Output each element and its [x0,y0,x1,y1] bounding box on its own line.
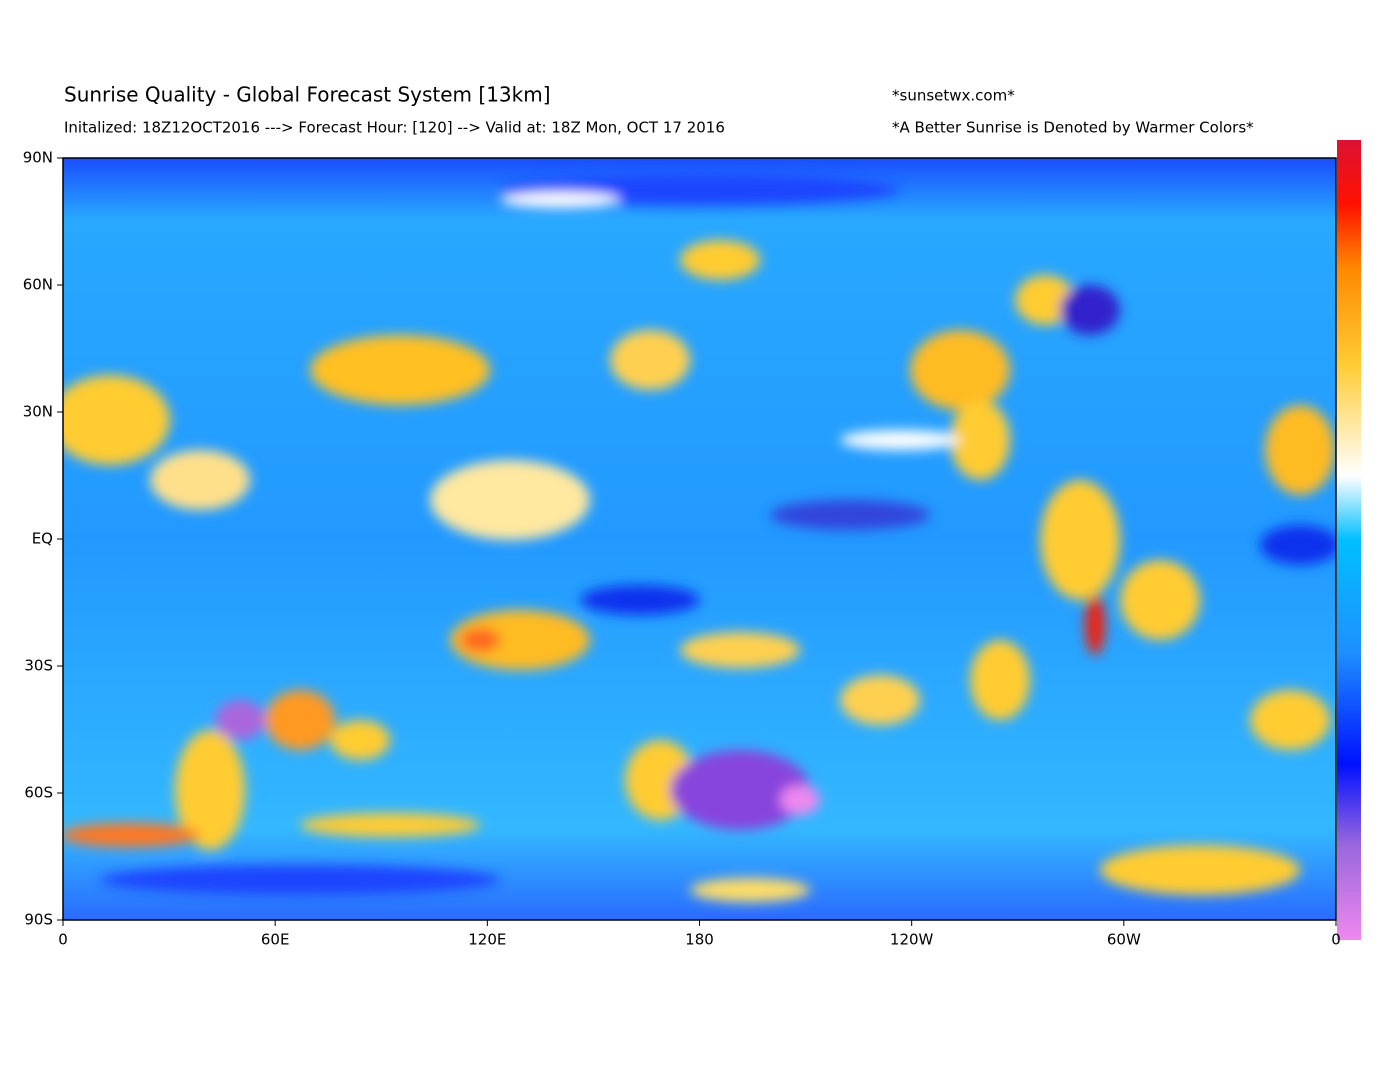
lat-label: 90N [23,149,53,167]
site: *sunsetwx.com* [892,87,1015,105]
lon-label: 60E [261,931,290,949]
lon-label: 60W [1107,931,1141,949]
field-features [63,175,1336,902]
lon-label: 0 [58,931,68,949]
lat-label: 30N [23,403,53,421]
subtitle: Initalized: 18Z12OCT2016 ---> Forecast H… [64,119,725,137]
lat-label: 60S [24,784,53,802]
lon-label: 120E [468,931,506,949]
colorbar [1337,140,1361,940]
lon-label: 180 [685,931,714,949]
lat-label: 60N [23,276,53,294]
axis-ticks: 90N 60N 30N EQ 30S 60S 90S 0 60E 120E 180 120W 60W 0 [23,149,1341,949]
lat-label: EQ [32,530,53,548]
lat-label: 90S [24,911,53,929]
note: *A Better Sunrise is Denoted by Warmer C… [892,119,1254,137]
lat-label: 30S [24,657,53,675]
title: Sunrise Quality - Global Forecast System… [64,83,551,107]
lon-label: 120W [890,931,934,949]
lon-label: 0 [1331,931,1341,949]
forecast-field [63,158,1336,920]
